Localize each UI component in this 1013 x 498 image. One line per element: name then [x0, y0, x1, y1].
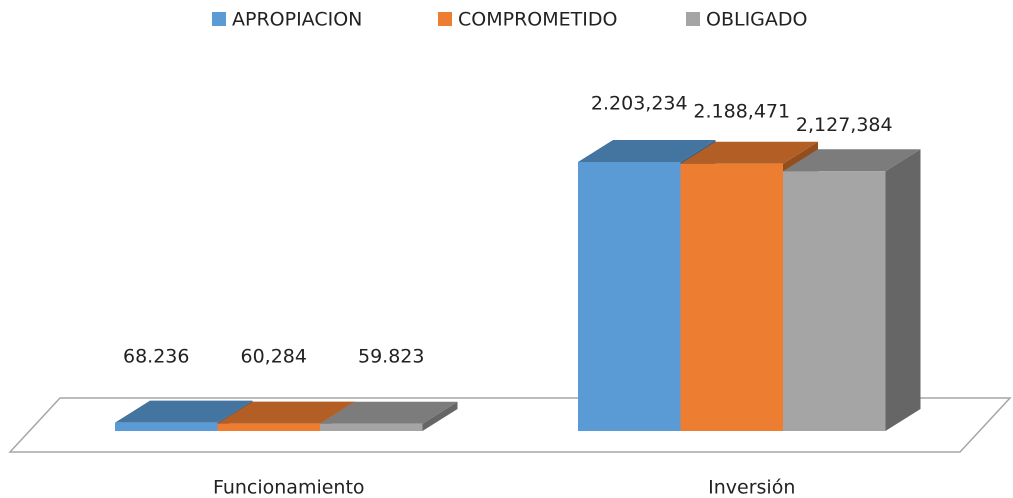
- bar-side: [885, 149, 921, 431]
- legend-swatch: [212, 12, 226, 26]
- bar-side: [422, 401, 458, 431]
- bar: [320, 401, 458, 431]
- bar-front: [115, 422, 218, 431]
- data-label: 68.236: [123, 346, 189, 368]
- bar-top: [217, 401, 355, 424]
- bar-front: [680, 163, 783, 431]
- bar-top: [320, 401, 458, 424]
- bar-top: [578, 140, 716, 162]
- x-tick-label: Funcionamiento: [213, 477, 365, 498]
- legend-label: OBLIGADO: [706, 9, 808, 31]
- data-label: 60,284: [241, 346, 307, 368]
- bar-top: [680, 141, 818, 164]
- x-tick-label: Inversión: [708, 477, 795, 498]
- legend-label: APROPIACION: [232, 9, 362, 31]
- data-label: 2.188,471: [693, 100, 790, 122]
- data-label: 59.823: [358, 346, 424, 368]
- bar: [783, 149, 921, 431]
- bar-front: [578, 162, 681, 431]
- bar-front: [320, 423, 423, 431]
- legend-label: COMPROMETIDO: [458, 9, 617, 31]
- data-label: 2,127,384: [796, 114, 893, 136]
- data-label: 2.203,234: [591, 93, 688, 115]
- bar-top: [115, 400, 253, 423]
- bar-front: [783, 171, 886, 431]
- legend-swatch: [686, 12, 700, 26]
- bar-front: [217, 423, 320, 431]
- bar-top: [783, 149, 921, 172]
- legend-swatch: [438, 12, 452, 26]
